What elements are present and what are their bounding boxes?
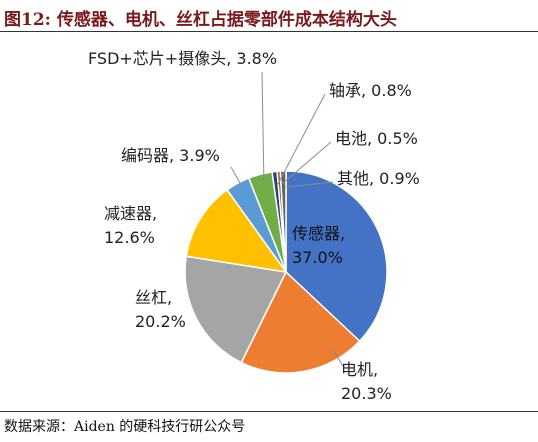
leader-line: [277, 93, 326, 185]
slice-label: 其他, 0.9%: [337, 169, 420, 188]
leader-line: [281, 141, 332, 185]
pie-slice: [240, 270, 361, 374]
pie-slice: [279, 170, 287, 273]
leader-line: [261, 71, 265, 188]
source-note: 数据来源：Aiden 的硬科技行研公众号: [4, 419, 246, 435]
slice-label: 传感器, 37.0%: [292, 224, 345, 267]
title-divider: [0, 31, 538, 32]
leader-line: [285, 181, 334, 188]
slice-label: 电机, 20.3%: [341, 360, 392, 403]
leader-line: [332, 349, 344, 367]
pie-slice: [285, 170, 388, 343]
leader-lines: [230, 71, 344, 367]
slice-label: FSD+芯片+摄像头, 3.8%: [88, 49, 277, 68]
footer-divider: [0, 411, 538, 412]
chart-title: 图12: 传感器、电机、丝杠占据零部件成本结构大头: [4, 10, 397, 30]
pie-slice: [184, 255, 288, 364]
slice-label: 电池, 0.5%: [335, 129, 418, 148]
slice-label: 丝杠, 20.2%: [135, 288, 186, 331]
pie-slice: [185, 188, 288, 274]
slice-label: 编码器, 3.9%: [121, 146, 220, 165]
pie-chart: 传感器, 37.0% 电机, 20.3% 丝杠, 20.2% 减速器, 12.6% 编码器, 3…: [88, 49, 420, 403]
slice-label: 轴承, 0.8%: [329, 81, 412, 100]
pie-slices: [184, 170, 388, 374]
leader-line: [230, 166, 245, 191]
slice-labels: 传感器, 37.0% 电机, 20.3% 丝杠, 20.2% 减速器, 12.6% 编码器, 3…: [88, 49, 420, 403]
slice-label: 减速器, 12.6%: [104, 204, 157, 247]
